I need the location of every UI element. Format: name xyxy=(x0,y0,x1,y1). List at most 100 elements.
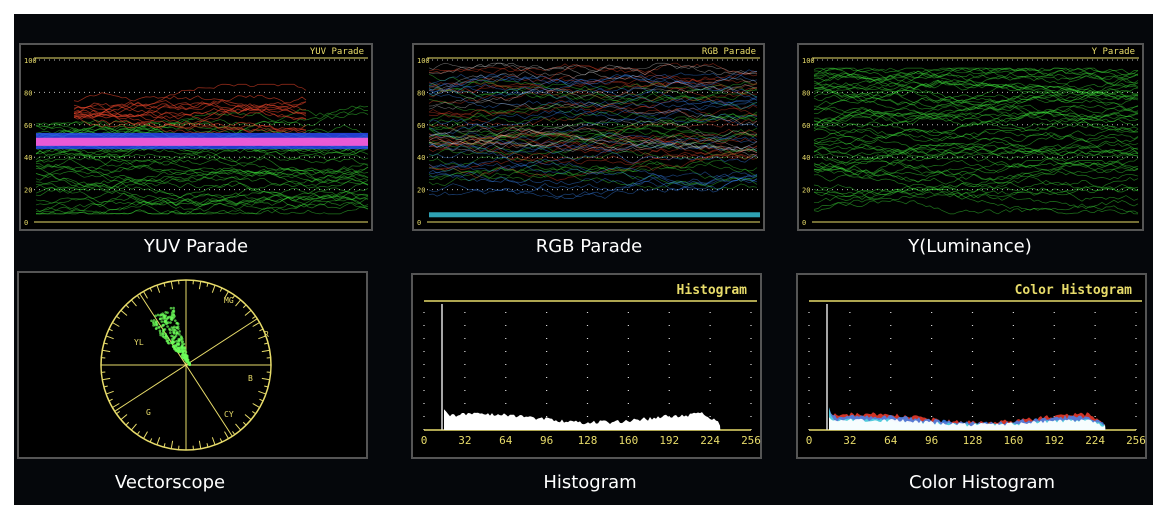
scope-dot xyxy=(185,354,189,358)
caption: Color Histogram xyxy=(909,472,1055,493)
ring-tick xyxy=(102,377,111,381)
scope-dot xyxy=(174,334,178,337)
scope-dot xyxy=(162,323,166,327)
trace xyxy=(813,197,1139,215)
screen-title: Color Histogram xyxy=(1015,283,1133,298)
x-tick-label: 0 xyxy=(421,434,428,447)
trace xyxy=(428,81,758,103)
scope-dot xyxy=(177,343,181,346)
ring-tick xyxy=(261,349,270,353)
scope-label: YL xyxy=(134,338,144,347)
trace xyxy=(73,102,307,121)
trace xyxy=(813,121,1139,146)
scope-dot xyxy=(168,327,171,331)
trace xyxy=(428,159,758,182)
scope-dot xyxy=(181,353,185,357)
histogram-shape xyxy=(829,417,1106,430)
trace xyxy=(428,132,758,153)
screen-title: Histogram xyxy=(677,283,748,298)
ring-tick xyxy=(112,322,120,327)
trace xyxy=(73,114,307,134)
trace xyxy=(73,100,307,120)
scope-dot xyxy=(170,326,174,329)
trace xyxy=(428,134,758,155)
ring-tick xyxy=(156,284,161,293)
ring-tick xyxy=(252,315,256,319)
scope-dot xyxy=(173,328,176,332)
trace xyxy=(428,87,758,109)
ring-tick xyxy=(206,443,209,448)
scope-dot xyxy=(174,319,177,322)
ring-tick xyxy=(224,431,229,439)
scope-dot xyxy=(171,328,174,332)
ring-tick xyxy=(252,403,260,408)
trace xyxy=(73,83,307,110)
scope-dot xyxy=(159,314,162,317)
scope-dot xyxy=(166,325,169,328)
scope-label: B xyxy=(248,374,253,383)
ring-tick xyxy=(258,335,267,340)
trace xyxy=(428,75,758,100)
trace xyxy=(35,164,369,181)
ring-tick xyxy=(211,437,216,446)
caption: Y(Luminance) xyxy=(907,236,1032,257)
trace xyxy=(428,66,758,86)
y-tick-label: 40 xyxy=(417,154,425,162)
trace xyxy=(428,171,758,191)
trace xyxy=(813,187,1139,210)
trace xyxy=(428,141,758,164)
scope-dot xyxy=(158,325,161,329)
scope-dot xyxy=(174,343,177,347)
ring-tick xyxy=(116,315,120,319)
trace xyxy=(813,145,1139,159)
trace xyxy=(814,67,1139,82)
trace xyxy=(428,124,758,157)
y-tick-label: 20 xyxy=(802,187,810,195)
x-tick-label: 224 xyxy=(1085,434,1105,447)
trace xyxy=(35,167,369,189)
trace xyxy=(428,113,758,141)
trace xyxy=(428,118,758,139)
y-tick-label: 0 xyxy=(24,219,28,227)
ring-tick xyxy=(252,322,260,327)
x-tick-label: 128 xyxy=(963,434,983,447)
trace xyxy=(35,173,369,196)
trace xyxy=(813,110,1139,127)
trace xyxy=(428,174,758,200)
ring-tick xyxy=(103,385,108,388)
trace xyxy=(428,73,758,95)
trace xyxy=(428,163,758,178)
y-tick-label: 40 xyxy=(802,154,810,162)
x-tick-label: 128 xyxy=(578,434,598,447)
scope-dot xyxy=(175,321,178,325)
trace xyxy=(428,127,758,150)
trace xyxy=(813,168,1139,192)
trace xyxy=(428,161,758,186)
scope-dot xyxy=(152,322,156,325)
histogram-shape xyxy=(444,409,721,430)
trace xyxy=(428,155,758,185)
trace xyxy=(813,137,1139,160)
scope-dot xyxy=(169,317,173,320)
scope-dot xyxy=(158,329,162,333)
trace xyxy=(813,114,1139,134)
trace xyxy=(428,103,758,129)
scope-label: R xyxy=(264,330,269,339)
ring-tick xyxy=(143,431,148,439)
scope-dot xyxy=(154,314,157,318)
trace xyxy=(428,97,758,126)
scope-dot xyxy=(159,333,162,337)
trace xyxy=(428,72,758,98)
x-tick-label: 32 xyxy=(458,434,471,447)
trace xyxy=(428,89,758,110)
trace xyxy=(35,119,369,143)
ring-tick xyxy=(116,411,120,415)
ring-tick xyxy=(244,309,252,316)
y-tick-label: 80 xyxy=(802,89,810,97)
trace xyxy=(35,189,369,215)
ring-tick xyxy=(105,390,114,395)
trace xyxy=(35,143,369,167)
trace xyxy=(814,104,1139,124)
scope-dot xyxy=(172,331,175,334)
trace xyxy=(428,87,758,118)
